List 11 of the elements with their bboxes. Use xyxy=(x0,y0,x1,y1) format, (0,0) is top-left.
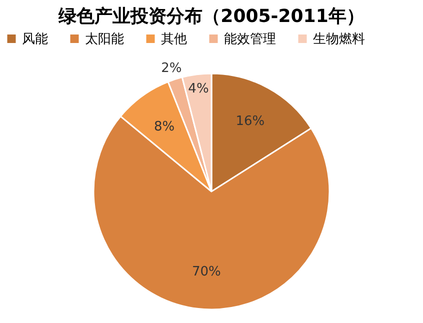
legend-label: 其他 xyxy=(161,32,187,47)
legend-label: 能效管理 xyxy=(224,32,276,47)
data-label: 70% xyxy=(192,264,221,280)
legend-label: 生物燃料 xyxy=(313,32,365,47)
data-label: 8% xyxy=(154,120,175,135)
data-label: 4% xyxy=(188,81,209,96)
data-label: 2% xyxy=(161,61,182,76)
data-label: 16% xyxy=(236,114,265,130)
legend-label: 太阳能 xyxy=(85,32,124,47)
legend-label: 风能 xyxy=(22,32,48,47)
chart-title: 绿色产业投资分布（2005-2011年） xyxy=(58,6,364,27)
